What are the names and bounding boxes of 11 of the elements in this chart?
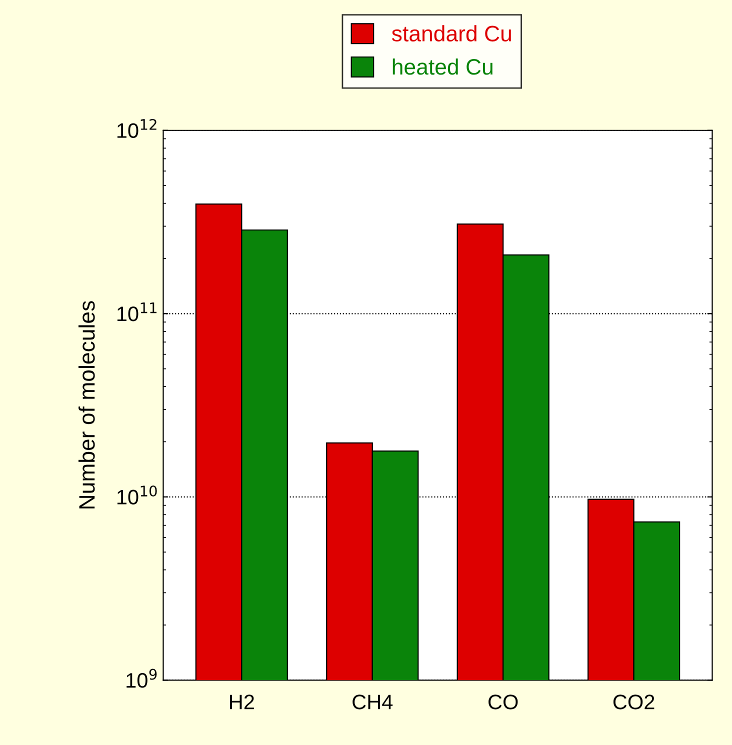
y-axis-title: Number of molecules <box>78 301 95 508</box>
y-tick-label: 10$^{12}$ <box>117 118 156 138</box>
x-tick-label: CO2 <box>613 694 654 710</box>
y-tick-label: 10$^{10}$ <box>117 486 157 505</box>
y-tick-label: 10$^{11}$ <box>117 302 156 322</box>
y-tick-label: 10$^{9}$ <box>126 668 157 688</box>
x-tick-label: CH4 <box>352 694 393 710</box>
x-tick-label: H2 <box>230 694 254 710</box>
legend-label: standard Cu <box>392 25 511 42</box>
x-tick-label: CO <box>488 694 518 710</box>
legend-label: heated Cu <box>392 58 492 75</box>
